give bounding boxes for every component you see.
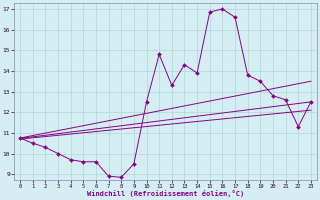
X-axis label: Windchill (Refroidissement éolien,°C): Windchill (Refroidissement éolien,°C) <box>87 190 244 197</box>
